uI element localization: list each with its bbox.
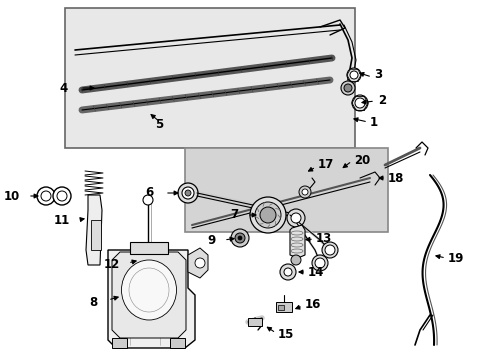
Text: 13: 13 bbox=[315, 231, 331, 244]
Text: 17: 17 bbox=[317, 158, 334, 171]
Circle shape bbox=[238, 236, 242, 240]
Text: 6: 6 bbox=[145, 186, 154, 199]
Text: 9: 9 bbox=[207, 234, 216, 247]
Bar bbox=[91, 220, 101, 250]
Polygon shape bbox=[187, 248, 207, 278]
Polygon shape bbox=[112, 252, 185, 338]
Bar bbox=[170, 338, 184, 348]
Bar bbox=[112, 338, 127, 348]
Polygon shape bbox=[86, 195, 102, 265]
Bar bbox=[184, 148, 387, 232]
Circle shape bbox=[302, 189, 307, 195]
Text: 20: 20 bbox=[353, 153, 369, 166]
Circle shape bbox=[142, 195, 153, 205]
Text: 4: 4 bbox=[60, 81, 68, 94]
Text: 18: 18 bbox=[387, 171, 404, 184]
Text: 2: 2 bbox=[377, 94, 386, 107]
Text: 1: 1 bbox=[369, 116, 377, 129]
Circle shape bbox=[260, 207, 275, 223]
Circle shape bbox=[354, 98, 364, 108]
Bar bbox=[247, 318, 262, 326]
Text: 8: 8 bbox=[90, 296, 98, 309]
Circle shape bbox=[37, 187, 55, 205]
Polygon shape bbox=[108, 250, 195, 348]
Bar bbox=[65, 8, 354, 148]
Circle shape bbox=[182, 187, 194, 199]
Circle shape bbox=[184, 190, 191, 196]
Bar bbox=[278, 305, 284, 310]
Circle shape bbox=[249, 197, 285, 233]
Circle shape bbox=[53, 187, 71, 205]
Circle shape bbox=[349, 71, 357, 79]
Circle shape bbox=[195, 258, 204, 268]
Circle shape bbox=[311, 255, 327, 271]
Text: 14: 14 bbox=[307, 266, 324, 279]
Bar bbox=[130, 242, 168, 254]
Circle shape bbox=[290, 213, 301, 223]
Bar bbox=[275, 302, 291, 312]
Text: 10: 10 bbox=[4, 189, 20, 202]
Circle shape bbox=[314, 258, 325, 268]
Polygon shape bbox=[289, 225, 305, 258]
Circle shape bbox=[298, 186, 310, 198]
Circle shape bbox=[57, 191, 67, 201]
Ellipse shape bbox=[121, 260, 176, 320]
Circle shape bbox=[340, 81, 354, 95]
Circle shape bbox=[178, 183, 198, 203]
Text: 5: 5 bbox=[155, 118, 163, 131]
Circle shape bbox=[254, 202, 281, 228]
Circle shape bbox=[321, 242, 337, 258]
Circle shape bbox=[346, 68, 360, 82]
Text: 7: 7 bbox=[229, 208, 238, 221]
Text: 3: 3 bbox=[373, 68, 381, 81]
Circle shape bbox=[343, 84, 351, 92]
Text: 11: 11 bbox=[54, 213, 70, 226]
Circle shape bbox=[286, 209, 305, 227]
Text: 19: 19 bbox=[447, 252, 464, 265]
Circle shape bbox=[235, 233, 244, 243]
Circle shape bbox=[351, 95, 367, 111]
Circle shape bbox=[41, 191, 51, 201]
Circle shape bbox=[290, 255, 301, 265]
Circle shape bbox=[325, 245, 334, 255]
Text: 15: 15 bbox=[278, 328, 294, 342]
Circle shape bbox=[280, 264, 295, 280]
Text: 12: 12 bbox=[103, 258, 120, 271]
Circle shape bbox=[284, 268, 291, 276]
Circle shape bbox=[230, 229, 248, 247]
Text: 16: 16 bbox=[305, 298, 321, 311]
